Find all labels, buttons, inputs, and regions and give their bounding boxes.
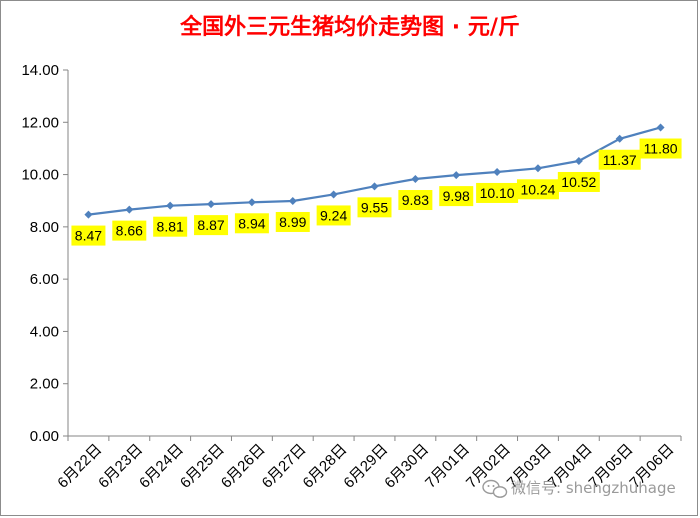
data-point bbox=[125, 205, 134, 214]
y-tick-label: 4.00 bbox=[30, 323, 59, 340]
data-label-bg bbox=[153, 216, 188, 237]
x-tick-label: 6月27日 bbox=[259, 441, 310, 492]
x-tick-label: 6月30日 bbox=[381, 441, 432, 492]
y-tick-label: 0.00 bbox=[30, 428, 59, 445]
data-point bbox=[533, 164, 542, 173]
data-label: 10.52 bbox=[561, 174, 596, 190]
data-label-bg bbox=[316, 205, 351, 226]
data-label-bg bbox=[557, 171, 600, 192]
x-tick-label: 7月02日 bbox=[463, 441, 514, 492]
data-label-bg bbox=[357, 197, 392, 218]
data-point bbox=[411, 175, 420, 184]
x-tick-label: 6月25日 bbox=[177, 441, 228, 492]
data-point bbox=[493, 167, 502, 176]
x-tick-label: 6月23日 bbox=[95, 441, 146, 492]
data-label-bg bbox=[516, 179, 559, 200]
x-tick-label: 6月29日 bbox=[340, 441, 391, 492]
x-tick-label: 6月22日 bbox=[54, 441, 105, 492]
data-label-bg bbox=[439, 186, 474, 207]
data-point bbox=[84, 210, 93, 219]
data-label: 8.87 bbox=[197, 217, 224, 233]
y-tick-label: 14.00 bbox=[21, 62, 59, 79]
data-point bbox=[370, 182, 379, 191]
y-tick-label: 6.00 bbox=[30, 271, 59, 288]
y-tick-label: 10.00 bbox=[21, 167, 59, 184]
data-label: 9.98 bbox=[443, 188, 470, 204]
y-axis-ticks: 0.00 2.00 4.00 6.00 8.00 10.00 12.00 14.00 bbox=[21, 62, 68, 445]
data-labels: 8.47 8.66 8.81 8.87 8.94 8.99 9.24 9.55 9.83 9.98… bbox=[71, 138, 682, 246]
watermark: 微信号: shengzhuhage bbox=[482, 479, 676, 498]
data-point bbox=[656, 123, 665, 132]
x-tick-label: 6月28日 bbox=[300, 441, 351, 492]
data-label-bg bbox=[398, 190, 433, 211]
chart-axes bbox=[67, 70, 681, 437]
data-label: 10.24 bbox=[520, 181, 555, 197]
data-label-bg bbox=[639, 138, 682, 159]
data-label: 11.80 bbox=[644, 141, 678, 157]
data-point bbox=[329, 190, 338, 199]
data-label-bg bbox=[234, 213, 269, 234]
data-label: 8.94 bbox=[238, 215, 265, 231]
data-label-bg bbox=[112, 220, 147, 241]
chart-title: 全国外三元生猪均价走势图 · 元/斤 bbox=[179, 14, 520, 40]
data-point bbox=[288, 196, 297, 205]
data-point bbox=[207, 200, 216, 209]
data-label: 8.47 bbox=[75, 228, 102, 244]
data-label: 9.55 bbox=[361, 199, 388, 215]
data-label-bg bbox=[476, 182, 519, 203]
x-tick-label: 7月01日 bbox=[422, 441, 473, 492]
y-tick-label: 2.00 bbox=[30, 376, 59, 393]
data-point bbox=[247, 198, 256, 207]
data-label-bg bbox=[275, 211, 310, 232]
data-point bbox=[166, 201, 175, 210]
watermark-text: 微信号: shengzhuhage bbox=[511, 479, 676, 497]
data-label-bg bbox=[598, 149, 641, 170]
data-label: 9.24 bbox=[320, 207, 347, 223]
data-label: 8.99 bbox=[279, 214, 306, 230]
data-label: 10.10 bbox=[480, 185, 515, 201]
data-point bbox=[574, 156, 583, 165]
series-markers bbox=[84, 123, 665, 219]
y-tick-label: 12.00 bbox=[21, 114, 59, 131]
wechat-icon bbox=[482, 479, 508, 498]
data-label-bg bbox=[71, 225, 106, 246]
data-point bbox=[452, 171, 461, 180]
y-tick-label: 8.00 bbox=[30, 219, 59, 236]
data-point bbox=[615, 134, 624, 143]
data-label: 11.37 bbox=[603, 152, 637, 168]
data-label: 8.66 bbox=[116, 223, 143, 239]
x-tick-label: 6月26日 bbox=[218, 441, 269, 492]
data-label: 9.83 bbox=[402, 192, 429, 208]
x-tick-label: 6月24日 bbox=[136, 441, 187, 492]
data-label: 8.81 bbox=[157, 219, 184, 235]
data-label-bg bbox=[194, 215, 229, 236]
